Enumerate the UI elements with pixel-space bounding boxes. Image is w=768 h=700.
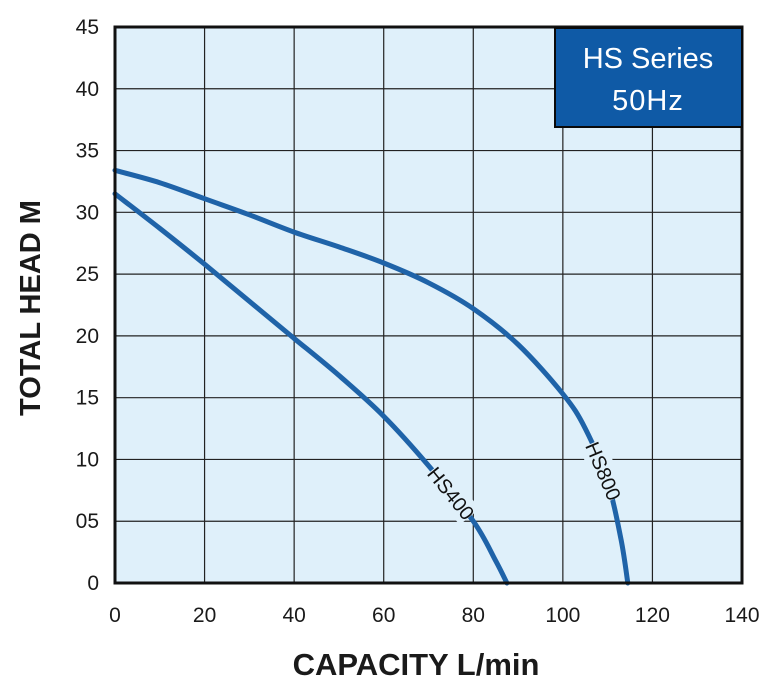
info-box-frequency: 50Hz <box>612 85 684 117</box>
x-tick-label: 40 <box>282 604 305 627</box>
y-tick-label: 30 <box>76 201 99 224</box>
plot-frame <box>113 25 744 585</box>
info-box-title: HS Series <box>583 43 714 75</box>
y-tick-label: 25 <box>76 263 99 286</box>
y-tick-label: 45 <box>76 16 99 39</box>
series-label-mask <box>421 461 480 525</box>
y-tick-label: 0 <box>87 572 99 595</box>
y-axis-title: TOTAL HEAD M <box>15 200 47 416</box>
info-box-background <box>554 27 743 128</box>
y-tick-label: 35 <box>76 140 99 163</box>
y-tick-label: 20 <box>76 325 99 348</box>
x-tick-label: 20 <box>193 604 216 627</box>
y-tick-label: 05 <box>76 510 99 533</box>
x-tick-label: 80 <box>462 604 485 627</box>
y-tick-label: 15 <box>76 387 99 410</box>
grid <box>115 27 742 583</box>
x-axis-title: CAPACITY L/min <box>293 647 540 682</box>
y-tick-labels: 0 05 10 15 20 25 30 35 40 45 <box>76 16 99 595</box>
x-tick-label: 120 <box>635 604 670 627</box>
x-tick-label: 100 <box>545 604 580 627</box>
info-box: HS Series 50Hz <box>554 27 743 128</box>
series-label-mask <box>579 438 627 504</box>
x-tick-label: 0 <box>109 604 121 627</box>
x-tick-label: 140 <box>724 604 759 627</box>
series-line-hs400 <box>112 191 510 586</box>
x-tick-label: 60 <box>372 604 395 627</box>
x-tick-labels: 0 20 40 60 80 100 120 140 <box>109 604 759 627</box>
y-tick-label: 40 <box>76 78 99 101</box>
y-tick-label: 10 <box>76 448 99 471</box>
